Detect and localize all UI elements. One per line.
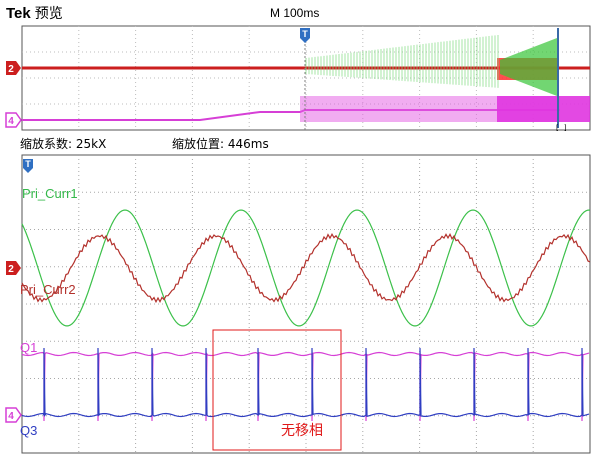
overview-ch4-band-dense (497, 96, 590, 122)
cursor-marker: [ ] (555, 124, 568, 132)
pri-curr1-label: Pri_Curr1 (22, 186, 78, 201)
pri-curr2-waveform (21, 232, 591, 304)
svg-text:2: 2 (8, 264, 14, 275)
timebase-readout: M 100ms (270, 6, 320, 20)
ch2-marker-overview[interactable]: 2 (6, 61, 21, 75)
overview-burst (305, 34, 499, 88)
overview-green-envelope (500, 38, 557, 96)
trigger-marker-main: T (23, 159, 33, 173)
pri-curr2-label: Pri_Curr2 (20, 282, 76, 297)
svg-text:T: T (302, 29, 308, 39)
q1-label: Q1 (20, 340, 38, 355)
svg-text:2: 2 (8, 64, 14, 75)
zoom-factor-readout: 缩放系数: 25kX (20, 137, 107, 151)
scope-brand: Tek 预览 (6, 5, 63, 22)
ch4-marker-main[interactable]: 4 (5, 407, 22, 423)
svg-text:4: 4 (8, 411, 14, 422)
annotation-text: 无移相 (281, 423, 323, 439)
q3-waveform (21, 347, 590, 418)
main-grid (22, 155, 590, 453)
ch2-marker-main[interactable]: 2 (6, 261, 21, 275)
pri-curr1-waveform (21, 209, 590, 327)
svg-text:4: 4 (8, 116, 14, 127)
zoom-position-readout: 缩放位置: 446ms (172, 137, 269, 151)
q1-waveform (21, 351, 590, 422)
annotation-box (212, 329, 342, 451)
ch4-marker-overview[interactable]: 4 (5, 112, 22, 128)
trigger-marker-top: T (300, 28, 310, 43)
q3-label: Q3 (20, 423, 38, 438)
svg-text:T: T (25, 159, 31, 169)
